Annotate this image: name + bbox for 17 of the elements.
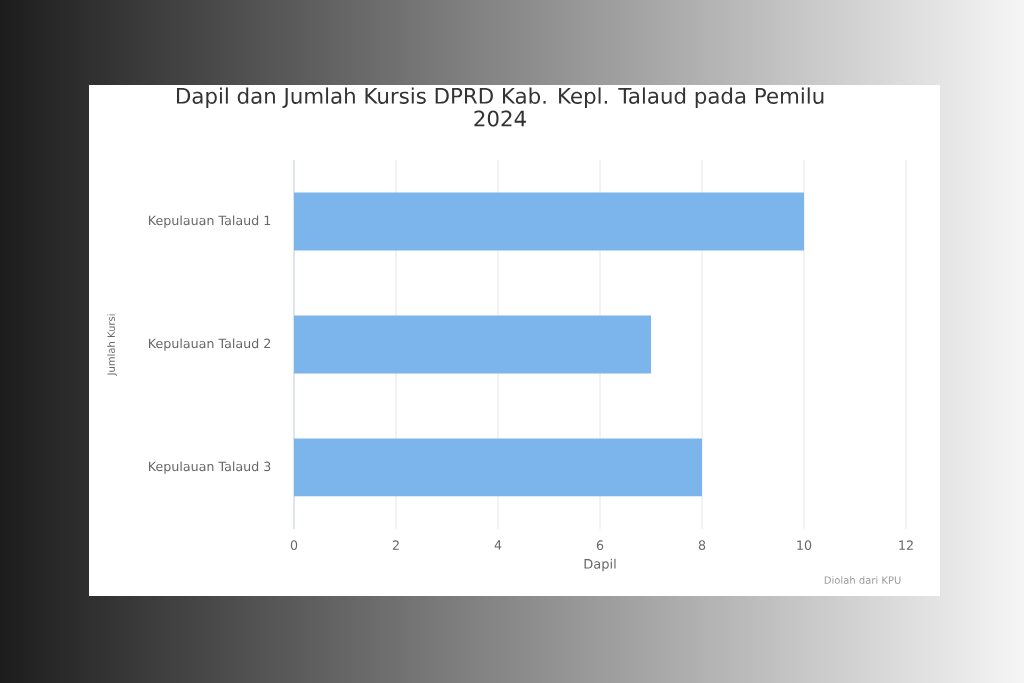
y-tick-label: Kepulauan Talaud 3: [149, 461, 271, 474]
x-tick-label: 12: [899, 540, 913, 550]
y-tick-label: Kepulauan Talaud 2: [149, 338, 271, 351]
x-tick-label: 4: [494, 540, 502, 550]
y-tick-label: Kepulauan Talaud 1: [149, 215, 271, 228]
x-tick-label: 10: [797, 540, 812, 550]
x-tick-label: 0: [290, 540, 298, 550]
bar: [294, 438, 703, 497]
x-tick-label: 2: [392, 540, 399, 550]
bar: [294, 315, 651, 374]
y-axis-title: Jumlah Kursi: [107, 314, 117, 376]
text: Diolah dari KPU: [824, 576, 901, 584]
bar: [294, 192, 805, 251]
chart-title: Dapil dan Jumlah Kursis DPRD Kab. Kepl. Talaud pada Pemilu 2024: [177, 87, 824, 127]
x-tick-label: 6: [596, 540, 604, 550]
x-tick-label: 8: [698, 540, 706, 550]
x-axis-title: Dapil: [584, 558, 616, 572]
